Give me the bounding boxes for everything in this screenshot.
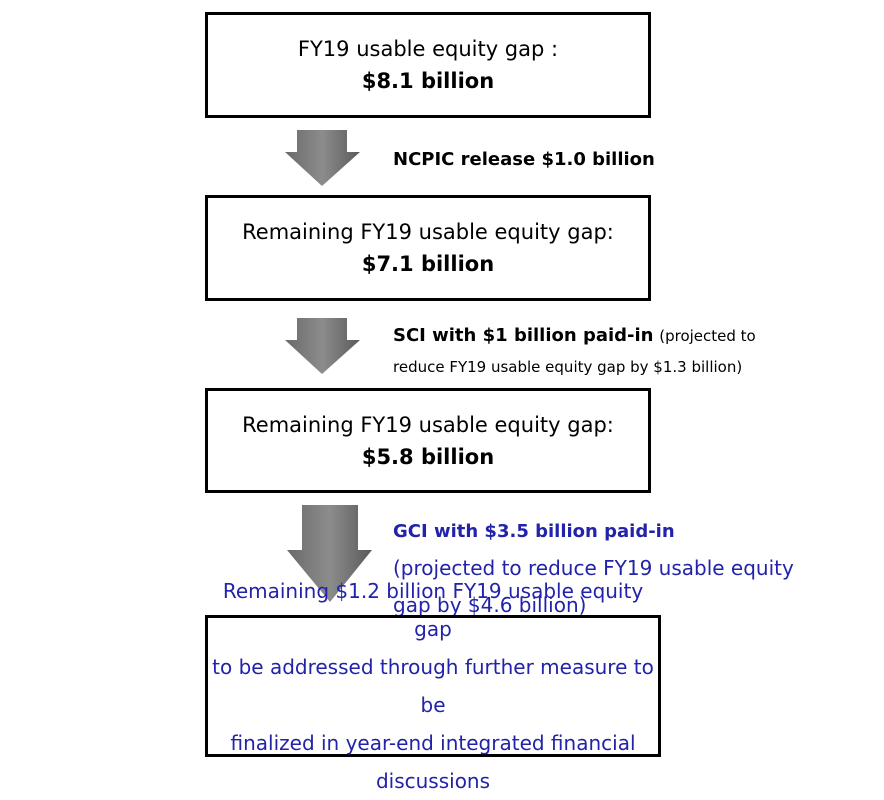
page: FY19 usable equity gap : $8.1 billion NC…	[205, 12, 794, 793]
step: NCPIC release $1.0 billion	[393, 144, 655, 175]
box-amount: $8.1 billion	[361, 69, 495, 93]
box: Remaining FY19 usable equity gap: $7.1 b…	[205, 195, 651, 301]
box-label: Remaining FY19 usable equity gap:	[242, 412, 614, 437]
box-amount: $5.8 billion	[361, 444, 495, 469]
arrows	[285, 130, 372, 602]
step-note: (projected to	[659, 327, 756, 345]
step-note: reduce FY19 usable equity gap by $1.3 bi…	[393, 358, 743, 376]
arrow	[287, 505, 372, 602]
final-line: Remaining $1.2 billion FY19 usable equit…	[222, 579, 644, 641]
step-note: (projected to reduce FY19 usable equity	[393, 556, 794, 580]
step-title: GCI with $3.5 billion paid-in	[393, 521, 675, 542]
step-note: gap by $4.6 billion)	[393, 593, 587, 617]
box: FY19 usable equity gap : $8.1 billion	[205, 12, 651, 118]
box-amount: $7.1 billion	[361, 252, 495, 276]
box: Remaining FY19 usable equity gap: $5.8 b…	[205, 388, 651, 493]
box-label: FY19 usable equity gap :	[297, 37, 559, 61]
step-title: SCI with $1 billion paid-in	[393, 325, 654, 346]
step: GCI with $3.5 billion paid-in (projected…	[393, 512, 794, 624]
final-line: to be addressed through further measure …	[212, 655, 654, 717]
step: SCI with $1 billion paid-in (projected t…	[393, 320, 756, 383]
arrow	[285, 130, 360, 186]
box-label: Remaining FY19 usable equity gap:	[242, 220, 614, 244]
step-title: NCPIC release $1.0 billion	[393, 149, 655, 170]
final-line: finalized in year-end integrated financi…	[230, 731, 636, 793]
arrow	[285, 318, 360, 374]
final-box: Remaining $1.2 billion FY19 usable equit…	[205, 579, 661, 793]
